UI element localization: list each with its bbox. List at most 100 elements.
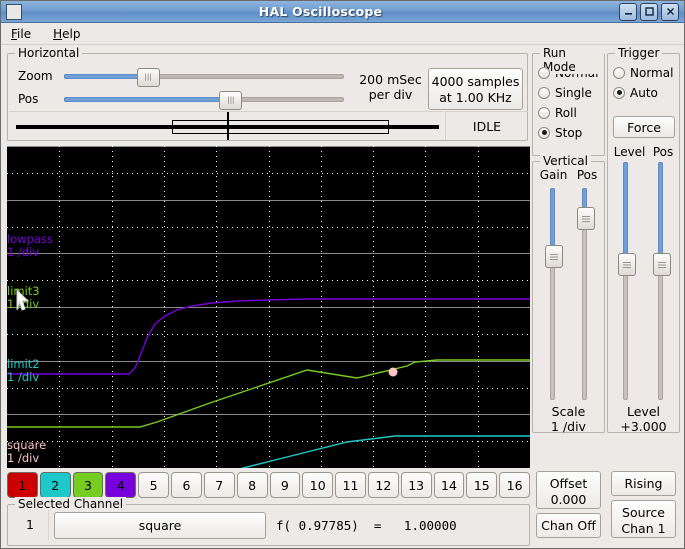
channel-button-1[interactable]: 1 (7, 472, 38, 498)
trigger-pos-fill (658, 162, 663, 265)
channel-button-9[interactable]: 9 (269, 472, 301, 498)
channel-button-5[interactable]: 5 (138, 472, 170, 498)
grid-line-vertical (59, 146, 60, 468)
scope-waveforms (7, 298, 530, 468)
scope-display[interactable]: lowpass 1 /div limit3 1 /div limit2 1 /d… (7, 146, 530, 468)
window-menu-icon[interactable] (6, 3, 22, 20)
channel-button-14[interactable]: 14 (433, 472, 465, 498)
selected-channel-group: Selected Channel 1 square f( 0.97785) = … (7, 497, 530, 546)
sample-rate-button[interactable]: 4000 samples at 1.00 KHz (428, 68, 523, 110)
vertical-pos-thumb[interactable]: ||| (577, 207, 595, 231)
trigger-level-slider[interactable]: ||| (618, 162, 636, 400)
pos-slider-thumb[interactable]: ||| (219, 91, 243, 110)
horizontal-legend: Horizontal (15, 46, 83, 60)
trigger-source-button[interactable]: Source Chan 1 (611, 500, 676, 538)
pos-slider[interactable]: ||| (64, 91, 344, 110)
channel-button-2[interactable]: 2 (39, 472, 71, 498)
menu-file[interactable]: File (11, 26, 32, 41)
minimize-icon[interactable] (619, 2, 637, 21)
channel-name-limit2: limit2 (7, 357, 40, 371)
sample-count-label: 4000 samples (431, 74, 520, 89)
trigger-normal-label: Normal (630, 65, 674, 80)
maximize-icon[interactable] (640, 2, 658, 21)
divider (48, 510, 49, 540)
chan-off-button[interactable]: Chan Off (536, 513, 601, 538)
slider-grip-icon: ||| (144, 73, 152, 81)
channel-button-label: 14 (441, 477, 457, 493)
grid-line-minor (7, 388, 530, 389)
channel-scale-limit3: 1 /div (7, 297, 40, 311)
trigger-level-value: +3.000 (620, 419, 667, 434)
channel-button-15[interactable]: 15 (466, 472, 498, 498)
channel-button-label: 4 (116, 477, 125, 493)
horizontal-group: Horizontal Zoom ||| Pos ||| 200 mS (7, 46, 528, 141)
grid-line-major (7, 200, 530, 201)
channel-button-7[interactable]: 7 (203, 472, 235, 498)
run-mode-option-single[interactable]: Single (538, 83, 604, 102)
channel-button-label: 3 (84, 477, 92, 493)
radio-selected-icon (538, 126, 550, 139)
vertical-pos-slider[interactable]: ||| (577, 188, 595, 400)
menu-help[interactable]: Help (53, 26, 81, 41)
channel-button-16[interactable]: 16 (499, 472, 530, 498)
channel-button-11[interactable]: 11 (335, 472, 366, 498)
channel-button-6[interactable]: 6 (171, 472, 202, 498)
zoom-slider[interactable]: ||| (64, 68, 344, 87)
sample-marker-dot[interactable] (388, 367, 398, 377)
channel-button-4[interactable]: 4 (105, 472, 137, 498)
trigger-source-value: Chan 1 (621, 521, 666, 536)
trigger-edge-button[interactable]: Rising (611, 471, 676, 496)
zoom-slider-thumb[interactable]: ||| (136, 68, 160, 87)
channel-button-label: 15 (473, 477, 490, 493)
trigger-level-title: Level (627, 404, 660, 419)
channel-scale-lowpass: 1 /div (7, 245, 40, 259)
channel-button-10[interactable]: 10 (302, 472, 334, 498)
vertical-gain-thumb[interactable]: ||| (545, 245, 563, 269)
grid-line-vertical (269, 146, 270, 468)
vertical-gain-label: Gain (539, 168, 568, 182)
close-icon[interactable] (661, 2, 679, 21)
position-bar-window[interactable] (172, 120, 389, 134)
force-trigger-button[interactable]: Force (613, 116, 675, 138)
trigger-option-auto[interactable]: Auto (613, 83, 679, 102)
time-per-div-value: 200 mSec (359, 72, 422, 87)
radio-selected-icon (613, 86, 625, 99)
selected-signal-button[interactable]: square (54, 512, 266, 539)
channel-button-8[interactable]: 8 (236, 472, 268, 498)
grid-line-vertical (321, 146, 322, 468)
grid-line-vertical (216, 146, 217, 468)
radio-icon (538, 86, 550, 99)
channel-button-13[interactable]: 13 (400, 472, 432, 498)
offset-button[interactable]: Offset 0.000 (536, 471, 601, 509)
grid-line-minor (7, 227, 530, 228)
channel-button-3[interactable]: 3 (72, 472, 104, 498)
radio-icon (538, 106, 550, 119)
chan-off-label: Chan Off (541, 518, 596, 533)
vertical-scale-title: Scale (551, 404, 586, 419)
run-mode-roll-label: Roll (555, 105, 577, 120)
trigger-level-fill (623, 162, 628, 265)
channel-button-label: 6 (182, 477, 191, 493)
trigger-pos-slider[interactable]: ||| (653, 162, 671, 400)
trigger-option-normal[interactable]: Normal (613, 63, 679, 82)
vertical-scale-value: 1 /div (551, 419, 586, 434)
waveform-lowpass (7, 298, 530, 375)
time-per-div-unit: per div (368, 87, 413, 102)
channel-button-12[interactable]: 12 (367, 472, 399, 498)
grid-line-vertical (164, 146, 165, 468)
channel-button-label: 11 (342, 477, 359, 493)
trigger-pos-thumb[interactable]: ||| (653, 253, 671, 277)
vertical-gain-slider[interactable]: ||| (545, 188, 563, 400)
trigger-level-thumb[interactable]: ||| (618, 253, 636, 277)
vertical-legend: Vertical (540, 154, 591, 168)
channel-label-limit2: limit2 1 /div (7, 358, 40, 384)
selected-signal-label: square (138, 518, 182, 533)
grid-line-major (7, 253, 530, 254)
horizontal-position-bar[interactable] (9, 111, 444, 140)
run-mode-option-roll[interactable]: Roll (538, 103, 604, 122)
grid-line-minor (7, 173, 530, 174)
run-mode-option-stop[interactable]: Stop (538, 123, 604, 142)
channel-button-label: 9 (280, 477, 289, 493)
trigger-pos-label: Pos (652, 145, 674, 159)
run-mode-stop-label: Stop (555, 125, 583, 140)
